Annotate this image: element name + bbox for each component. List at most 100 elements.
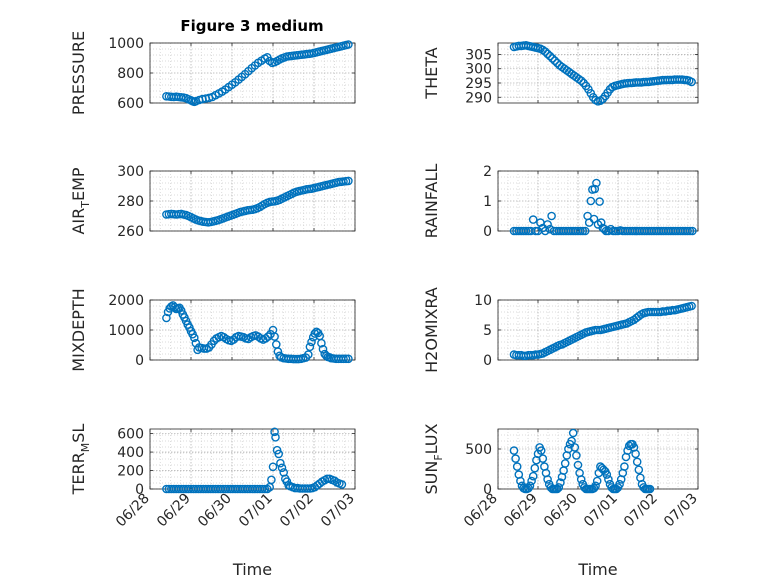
y-tick-label: 1000 xyxy=(108,323,144,339)
data-point xyxy=(512,462,522,471)
x-tick-label: 07/03 xyxy=(661,491,701,531)
data-point xyxy=(339,354,348,364)
x-tick-label: 06/28 xyxy=(461,491,501,531)
data-point xyxy=(527,476,536,486)
data-point xyxy=(270,332,279,341)
data-point xyxy=(538,454,548,463)
data-point xyxy=(317,338,326,348)
y-tick-label: 5 xyxy=(483,323,492,339)
data-point xyxy=(341,354,351,364)
data-point xyxy=(560,459,570,468)
data-point xyxy=(260,484,270,494)
data-point xyxy=(543,475,552,484)
data-point xyxy=(602,470,612,479)
data-point xyxy=(337,480,347,489)
data-point xyxy=(620,462,629,471)
data-point xyxy=(572,451,581,460)
data-point xyxy=(176,306,186,315)
x-tick-label: 07/01 xyxy=(581,491,621,531)
y-axis-label: SUNFLUX xyxy=(422,423,445,494)
data-point xyxy=(586,196,596,206)
y-tick-label: 0 xyxy=(135,482,144,498)
data-point xyxy=(687,77,696,87)
panel-mixdepth: 0 1000 2000 MIXDEPTH xyxy=(69,288,356,372)
y-tick-label: 260 xyxy=(117,224,144,240)
panel-air_temp: 260 280 300 AIRTEMP xyxy=(69,164,356,240)
y-axis-label: TERRMSL xyxy=(69,424,92,496)
data-point xyxy=(554,483,564,492)
data-point xyxy=(540,47,550,56)
data-point xyxy=(271,432,280,442)
y-tick-label: 400 xyxy=(117,445,144,461)
y-axis-label: MIXDEPTH xyxy=(69,288,88,371)
y-tick-label: 300 xyxy=(465,62,492,78)
y-tick-label: 500 xyxy=(465,442,492,458)
data-point xyxy=(270,427,279,437)
data-point xyxy=(318,344,328,354)
data-point xyxy=(344,40,353,49)
x-tick-label: 06/29 xyxy=(501,491,541,531)
data-point xyxy=(509,446,519,455)
data-point xyxy=(262,484,272,494)
y-tick-label: 200 xyxy=(117,464,144,480)
data-point xyxy=(591,481,600,491)
data-point xyxy=(344,176,353,186)
data-point xyxy=(548,54,557,63)
series-points xyxy=(509,301,696,361)
x-tick-label: 06/29 xyxy=(154,491,194,531)
data-point xyxy=(631,449,640,459)
data-point xyxy=(556,478,565,487)
data-point xyxy=(310,329,320,338)
data-point xyxy=(531,226,540,236)
y-tick-label: 0 xyxy=(483,482,492,498)
data-point xyxy=(528,471,538,481)
data-point xyxy=(162,313,171,323)
data-point xyxy=(600,224,609,234)
data-point xyxy=(580,226,590,236)
y-axis-label: PRESSURE xyxy=(69,31,88,115)
x-tick-label: 07/02 xyxy=(277,491,317,531)
y-tick-label: 0 xyxy=(483,353,492,369)
panel-sun_flux: 0 500 06/28 06/29 06/30 07/01 07/02 07/03 Time SU… xyxy=(422,423,701,579)
data-point xyxy=(305,342,315,352)
figure-title: Figure 3 medium xyxy=(180,17,323,35)
data-point xyxy=(578,226,588,236)
data-point xyxy=(274,449,284,459)
y-axis-label: H2OMIXRA xyxy=(422,287,441,373)
y-tick-label: 295 xyxy=(465,76,492,92)
data-point xyxy=(634,465,644,475)
data-point xyxy=(615,479,624,489)
y-tick-label: 290 xyxy=(465,90,492,106)
y-tick-label: 2 xyxy=(483,164,492,180)
x-tick-label: 06/30 xyxy=(541,491,581,531)
data-point xyxy=(528,215,538,224)
data-point xyxy=(276,458,285,468)
data-point xyxy=(543,49,552,59)
data-point xyxy=(199,344,209,353)
minor-grid xyxy=(498,43,698,103)
y-tick-label: 800 xyxy=(117,66,144,82)
panel-rainfall: 0 1 2 RAINFALL xyxy=(422,164,699,240)
data-point xyxy=(590,184,600,194)
series-points xyxy=(509,41,696,106)
series-points xyxy=(509,178,697,236)
data-point xyxy=(536,446,546,455)
y-tick-label: 2000 xyxy=(108,293,144,309)
panel-h2omixra: 0 5 10 H2OMIXRA xyxy=(422,287,699,373)
data-point xyxy=(596,96,605,105)
data-point xyxy=(632,457,642,467)
y-tick-label: 1000 xyxy=(108,36,144,52)
data-point xyxy=(589,214,599,224)
data-point xyxy=(595,197,604,206)
y-axis-label: THETA xyxy=(422,47,441,99)
data-point xyxy=(685,226,695,236)
data-point xyxy=(543,220,552,229)
data-point xyxy=(688,226,697,236)
series-points xyxy=(509,428,655,494)
data-point xyxy=(516,476,525,486)
y-tick-label: 600 xyxy=(117,96,144,112)
x-tick-label: 07/01 xyxy=(236,491,276,531)
y-axis-label: RAINFALL xyxy=(422,164,441,239)
data-point xyxy=(604,475,613,484)
x-tick-label: 06/30 xyxy=(195,491,235,531)
